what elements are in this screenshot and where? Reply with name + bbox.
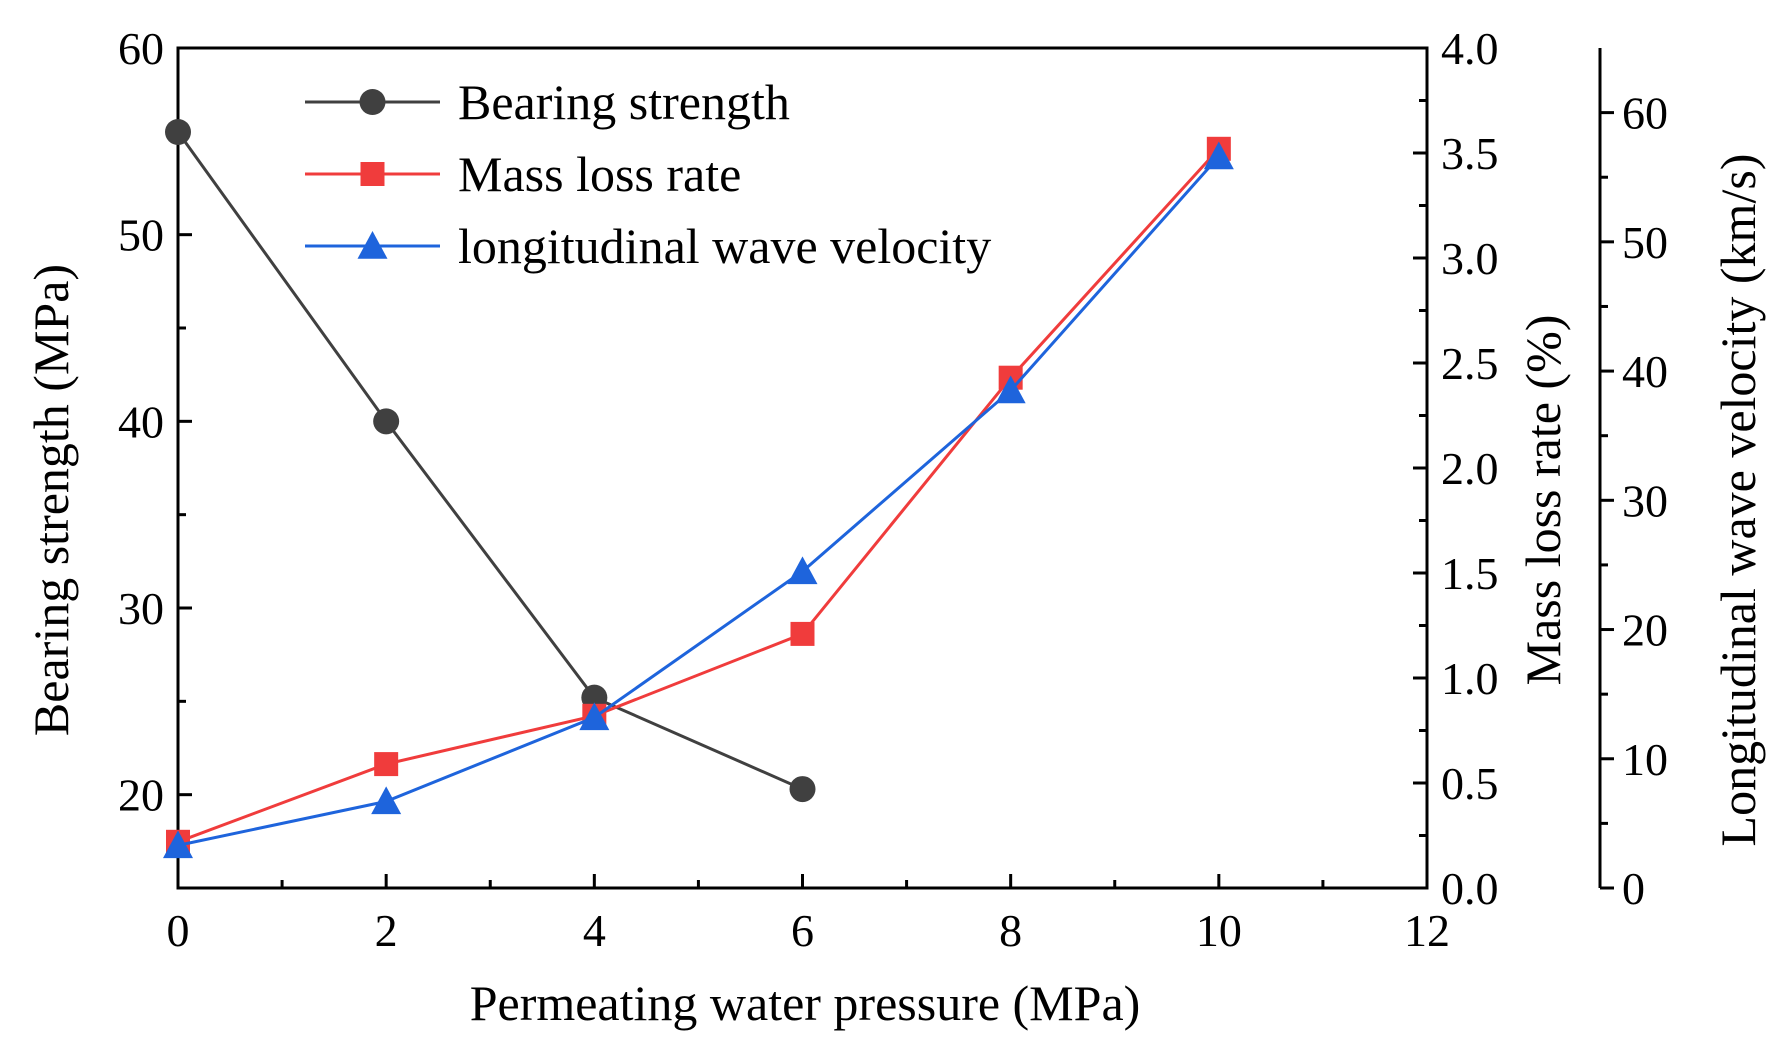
legend-label-longitudinal-wave-velocity: longitudinal wave velocity (458, 218, 991, 274)
left-y-axis: 20 30 40 50 60 (118, 23, 192, 821)
data-point-mass-loss-rate (790, 621, 815, 646)
mass-loss-tick-label: 3.0 (1441, 233, 1499, 284)
data-point-longitudinal-wave-velocity (787, 556, 818, 585)
legend-label-bearing-strength: Bearing strength (458, 74, 790, 130)
data-point-longitudinal-wave-velocity (371, 786, 402, 815)
legend-marker-bearing-strength (359, 89, 386, 115)
wave-velocity-tick-label: 20 (1622, 605, 1668, 656)
data-point-bearing-strength (789, 776, 816, 803)
mass-loss-tick-label: 2.5 (1441, 338, 1499, 389)
wave-velocity-tick-label: 0 (1622, 863, 1645, 914)
x-tick-label: 2 (375, 905, 398, 956)
left-tick-label: 20 (118, 770, 164, 821)
left-tick-label: 60 (118, 23, 164, 74)
x-tick-label: 6 (791, 905, 814, 956)
legend-marker-longitudinal-wave-velocity (357, 231, 388, 259)
series-bearing-strength (165, 119, 816, 803)
legend-marker-mass-loss-rate (360, 162, 385, 186)
mass-loss-tick-label: 4.0 (1441, 23, 1499, 74)
wave-velocity-y-axis: 0 10 20 30 40 50 60 (1598, 48, 1668, 914)
wave-velocity-tick-label: 10 (1622, 734, 1668, 785)
wave-velocity-tick-label: 50 (1622, 217, 1668, 268)
data-point-mass-loss-rate (374, 752, 399, 777)
left-tick-label: 50 (118, 210, 164, 261)
data-point-longitudinal-wave-velocity (579, 702, 610, 731)
mass-loss-y-axis: 0.0 0.5 1.0 1.5 2.0 2.5 3.0 3.5 4.0 (1413, 23, 1499, 914)
data-point-longitudinal-wave-velocity (1203, 141, 1234, 170)
wave-velocity-tick-label: 40 (1622, 346, 1668, 397)
x-tick-label: 4 (583, 905, 606, 956)
x-tick-label: 0 (167, 905, 190, 956)
mass-loss-tick-label: 1.5 (1441, 548, 1499, 599)
data-point-longitudinal-wave-velocity (995, 375, 1026, 404)
left-tick-label: 40 (118, 396, 164, 447)
mass-loss-axis-title: Mass loss rate (%) (1515, 315, 1571, 686)
mass-loss-tick-label: 3.5 (1441, 128, 1499, 179)
x-axis-title: Permeating water pressure (MPa) (470, 975, 1141, 1031)
left-tick-label: 30 (118, 583, 164, 634)
x-tick-label: 8 (999, 905, 1022, 956)
data-point-bearing-strength (165, 119, 191, 145)
series-line-bearing-strength (176, 131, 804, 791)
x-axis: 0 2 4 6 8 10 12 (167, 874, 1450, 956)
wave-velocity-tick-label: 60 (1622, 88, 1668, 139)
series-longitudinal-wave-velocity (163, 141, 1234, 859)
x-tick-label: 12 (1404, 905, 1450, 956)
left-axis-title: Bearing strength (MPa) (23, 264, 79, 736)
legend: Bearing strength Mass loss rate longitudin… (305, 74, 991, 274)
mass-loss-tick-label: 1.0 (1441, 653, 1499, 704)
series-line-longitudinal-wave-velocity (177, 155, 1220, 847)
legend-label-mass-loss-rate: Mass loss rate (458, 146, 741, 202)
mass-loss-tick-label: 0.0 (1441, 863, 1499, 914)
data-point-bearing-strength (373, 408, 400, 435)
x-tick-label: 10 (1196, 905, 1242, 956)
wave-velocity-tick-label: 30 (1622, 475, 1668, 526)
mass-loss-tick-label: 2.0 (1441, 443, 1499, 494)
data-point-longitudinal-wave-velocity (163, 830, 193, 859)
series-layer (163, 119, 1234, 859)
series-line-mass-loss-rate (177, 147, 1220, 844)
mass-loss-tick-label: 0.5 (1441, 758, 1499, 809)
wave-velocity-axis-title: Longitudinal wave velocity (km/s) (1710, 154, 1766, 847)
